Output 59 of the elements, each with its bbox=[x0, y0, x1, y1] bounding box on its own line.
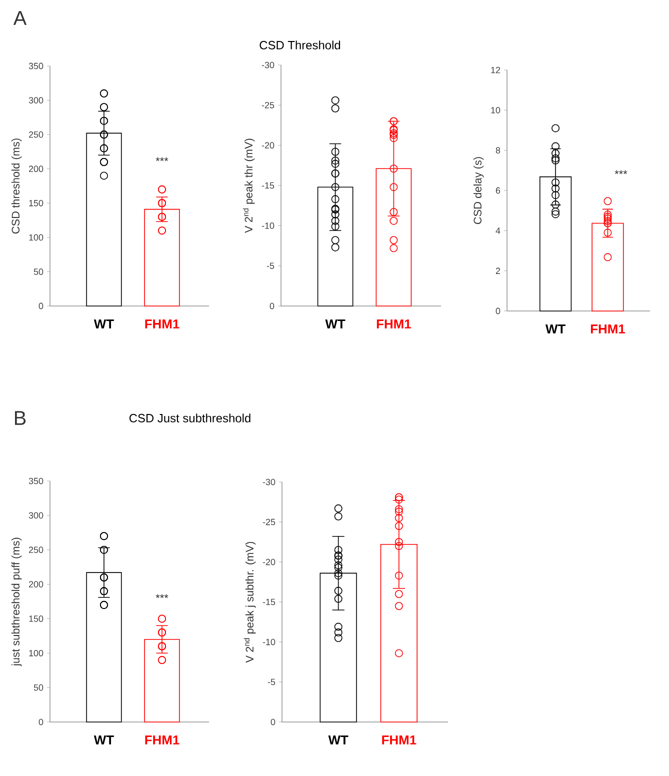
x-tick-label: WT bbox=[94, 320, 114, 328]
y-tick-label: -25 bbox=[262, 518, 276, 526]
y-tick-label: -5 bbox=[268, 678, 276, 686]
y-axis-title: just subthreshold puff (ms) bbox=[11, 538, 22, 666]
y-tick-label: 150 bbox=[29, 200, 44, 206]
y-tick-label: 200 bbox=[28, 581, 44, 588]
y-tick-label: -10 bbox=[262, 222, 274, 229]
y-tick-label: 4 bbox=[496, 228, 500, 234]
x-tick-label: WT bbox=[545, 324, 566, 334]
y-tick-label: 0 bbox=[38, 302, 44, 310]
y-tick-label: 100 bbox=[29, 650, 44, 656]
x-tick-label: FHM1 bbox=[145, 736, 180, 744]
y-tick-label: 0 bbox=[38, 718, 44, 726]
y-tick-label: 8 bbox=[496, 147, 500, 154]
y-tick-label: 0 bbox=[496, 308, 500, 314]
y-tick-label: -30 bbox=[262, 478, 276, 486]
text: A bbox=[13, 11, 27, 25]
y-axis-title: CSD delay (s) bbox=[473, 157, 484, 224]
y-tick-label: 2 bbox=[496, 268, 500, 274]
y-axis-title: V 2$^{nd}$ peak thr (mV) bbox=[242, 138, 255, 233]
y-tick-label: 350 bbox=[28, 62, 44, 70]
y-tick-label: 250 bbox=[28, 546, 44, 554]
y-tick-label: 300 bbox=[28, 512, 44, 519]
y-tick-label: 200 bbox=[28, 166, 44, 172]
y-tick-label: -20 bbox=[262, 558, 276, 566]
y-tick-label: 100 bbox=[29, 234, 44, 241]
chart-title: CSD Threshold bbox=[260, 40, 340, 50]
y-tick-label: 0 bbox=[270, 302, 274, 310]
y-tick-label: -15 bbox=[262, 182, 274, 189]
y-tick-label: 150 bbox=[29, 616, 44, 622]
y-tick-label: -10 bbox=[262, 638, 276, 646]
x-tick-label: WT bbox=[325, 320, 346, 328]
y-tick-label: 0 bbox=[270, 718, 276, 726]
x-tick-label: FHM1 bbox=[382, 736, 416, 744]
x-tick-label: WT bbox=[94, 736, 114, 744]
x-tick-label: WT bbox=[328, 736, 348, 744]
y-tick-label: 250 bbox=[28, 131, 44, 138]
annotation: *** bbox=[156, 157, 168, 162]
y-tick-label: -30 bbox=[262, 62, 274, 68]
annotation: *** bbox=[156, 594, 168, 598]
y-tick-label: 50 bbox=[34, 268, 44, 275]
y-tick-label: -25 bbox=[262, 102, 274, 108]
y-tick-label: 12 bbox=[491, 66, 500, 74]
y-tick-label: 350 bbox=[28, 478, 44, 484]
x-tick-label: FHM1 bbox=[376, 320, 411, 328]
y-axis-title: V 2$^{nd}$ peak j subthr. (mV) bbox=[244, 542, 256, 663]
chart-title: CSD Just subthreshold bbox=[129, 414, 250, 422]
y-tick-label: -5 bbox=[266, 262, 274, 269]
text: B bbox=[14, 411, 26, 425]
y-tick-label: 6 bbox=[496, 187, 500, 194]
x-tick-label: FHM1 bbox=[145, 320, 180, 328]
y-tick-label: 10 bbox=[491, 106, 500, 114]
y-tick-label: 300 bbox=[28, 97, 44, 104]
y-tick-label: 50 bbox=[34, 684, 44, 691]
y-axis-title: CSD threshold (ms) bbox=[11, 138, 22, 234]
annotation: *** bbox=[614, 170, 628, 174]
y-tick-label: -15 bbox=[262, 598, 276, 606]
x-tick-label: FHM1 bbox=[590, 324, 625, 334]
y-tick-label: -20 bbox=[262, 142, 274, 149]
